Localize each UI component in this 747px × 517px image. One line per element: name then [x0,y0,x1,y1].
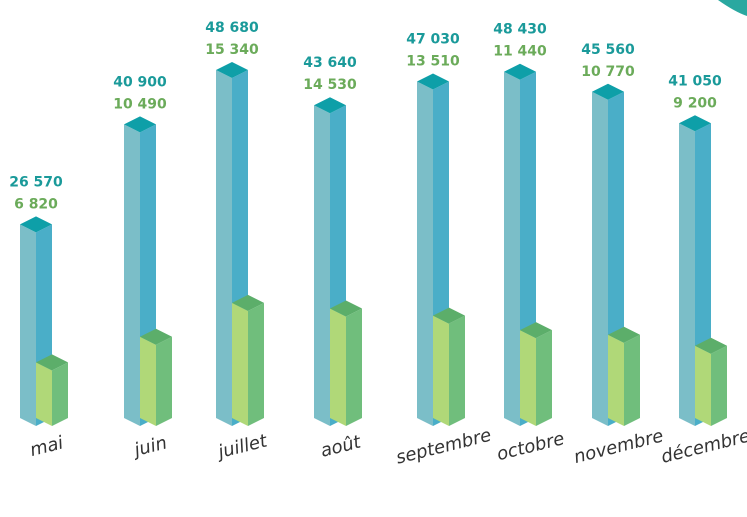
bar-series-1-0-front-face [20,224,36,426]
bar-series-2-0 [36,354,68,426]
category-labels-group: mai juin juillet août septembre octobre novemb… [28,425,747,469]
bar-series-2-2 [232,294,264,426]
data-label-series-1: 48 680 [205,20,259,36]
corner-accent-shape [718,0,747,16]
bar-series-2-0-front-face [36,362,52,426]
bar-series-2-7-side-face [711,345,727,426]
bar-series-1-1-top-face [124,116,156,133]
bar-series-2-3-front-face [330,308,346,426]
bar-series-1-2-front-face [216,70,232,426]
data-label-series-2: 6 820 [14,196,58,212]
bar-series-2-1-top-face [140,328,172,345]
data-label-series-1: 47 030 [406,32,460,48]
data-label-series-1: 40 900 [113,74,167,90]
bar-series-2-4-front-face [433,315,449,426]
category-label: septembre [394,425,494,469]
data-label-series-2: 14 530 [303,77,357,93]
data-label-series-2: 11 440 [493,44,547,60]
bar-series-2-7-front-face [695,345,711,426]
bars-group [20,62,727,427]
bar-series-2-4-top-face [433,307,465,324]
bar-series-1-3-front-face [314,105,330,426]
data-label-series-2: 9 200 [673,95,717,111]
data-label-series-2: 10 770 [581,64,635,80]
category-label: novembre [572,425,666,468]
bar-series-2-3 [330,300,362,426]
bar-series-2-1-front-face [140,336,156,426]
bar-series-2-3-side-face [346,308,362,426]
bar-series-2-3-top-face [330,300,362,317]
bar-series-2-6-top-face [608,326,640,343]
category-label: décembre [659,425,747,467]
bar-series-2-7-top-face [695,337,727,354]
bar-series-1-2-top-face [216,62,248,78]
bar-series-1-6-top-face [592,83,624,100]
bar-series-2-1 [140,328,172,426]
data-label-series-1: 43 640 [303,55,357,71]
bar-series-1-0-top-face [20,216,52,233]
category-label: juillet [213,430,270,463]
data-label-series-2: 10 490 [113,96,167,112]
bar-series-1-6-front-face [592,91,608,426]
value-labels-group: 26 570 6 820 40 900 10 490 48 680 15 340 43 64… [9,20,722,212]
category-label: juin [129,433,169,462]
bar-series-2-6 [608,326,640,426]
bar-series-2-2-side-face [248,302,264,426]
category-label: octobre [495,428,567,465]
data-label-series-2: 13 510 [406,54,460,70]
bar-series-2-4-side-face [449,315,465,426]
category-label: août [318,431,363,461]
bar-series-2-5 [520,322,552,426]
data-label-series-1: 45 560 [581,42,635,58]
bar-series-1-5-top-face [504,63,536,80]
data-label-series-1: 26 570 [9,174,63,190]
bar-series-2-5-side-face [536,330,552,426]
bar-series-2-5-front-face [520,330,536,426]
bar-series-2-2-top-face [232,294,264,311]
bar-series-2-4 [433,307,465,426]
data-label-series-1: 41 050 [668,73,722,89]
bar-series-1-1-front-face [124,124,140,427]
bar-series-2-6-front-face [608,334,624,426]
category-label: mai [28,432,66,460]
bar-series-2-0-top-face [36,354,68,371]
bar-series-2-6-side-face [624,334,640,426]
bar-series-1-7-top-face [679,115,711,132]
bar-series-2-2-front-face [232,302,248,426]
bar-series-1-4-front-face [417,81,433,427]
data-label-series-1: 48 430 [493,22,547,38]
bar-series-1-7-front-face [679,123,695,426]
bar-series-2-7 [695,337,727,426]
bar-series-1-3-top-face [314,97,346,114]
bar-series-1-5-front-face [504,71,520,426]
bar-series-2-1-side-face [156,336,172,426]
corner-accent [718,0,747,16]
bar-series-1-4-top-face [417,73,449,90]
bar-series-2-5-top-face [520,322,552,339]
data-label-series-2: 15 340 [205,42,259,58]
bar-series-2-0-side-face [52,362,68,426]
